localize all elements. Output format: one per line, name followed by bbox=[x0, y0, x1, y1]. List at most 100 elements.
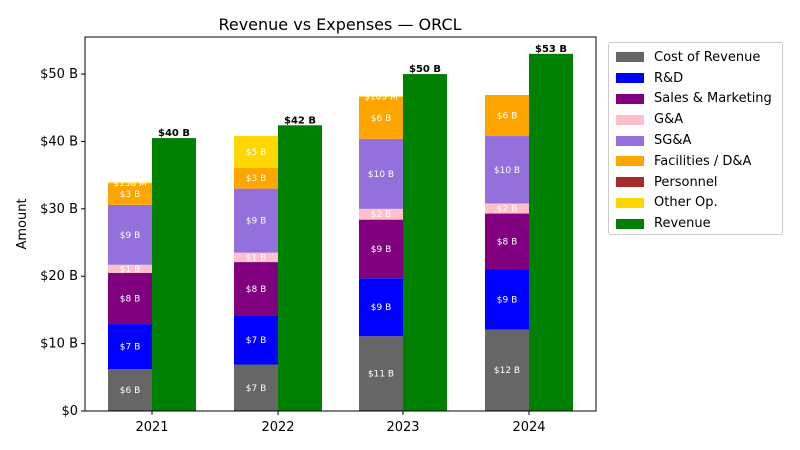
segment-label: $6 B bbox=[120, 386, 141, 396]
bar-segment bbox=[485, 329, 529, 411]
y-tick-label: $10 B bbox=[40, 337, 78, 352]
bar-segment bbox=[359, 336, 403, 411]
bar-segment bbox=[234, 364, 278, 411]
bar-segment bbox=[359, 96, 403, 139]
y-tick-label: $40 B bbox=[40, 134, 78, 149]
segment-label: $10 B bbox=[368, 170, 394, 180]
bar-segment bbox=[485, 213, 529, 270]
bar-segment bbox=[108, 182, 152, 184]
segment-label: $9 B bbox=[246, 217, 267, 227]
segment-label: $8 B bbox=[120, 294, 141, 304]
bar-segment bbox=[359, 96, 403, 97]
bar-segment bbox=[108, 204, 152, 265]
bar-segment bbox=[359, 138, 403, 209]
legend-label: Other Op. bbox=[654, 195, 718, 211]
segment-label: $1 B bbox=[246, 253, 267, 263]
segment-label: $9 B bbox=[371, 303, 392, 313]
bar-segment bbox=[485, 94, 529, 137]
bar-segment bbox=[108, 264, 152, 273]
legend-item: R&D bbox=[616, 68, 782, 89]
bar-segment bbox=[234, 315, 278, 365]
revenue-bar bbox=[403, 74, 447, 412]
revenue-label: $40 B bbox=[158, 128, 190, 139]
legend-swatch bbox=[616, 73, 644, 84]
revenue-bar bbox=[278, 125, 322, 412]
segment-label: $6 B bbox=[497, 112, 518, 122]
segment-label: $8 B bbox=[497, 238, 518, 248]
legend-item: Personnel bbox=[616, 172, 782, 193]
legend-swatch bbox=[616, 52, 644, 63]
bar-segment bbox=[108, 369, 152, 411]
segment-label: $2 B bbox=[371, 210, 392, 220]
bar-segment bbox=[485, 203, 529, 214]
legend-item: Cost of Revenue bbox=[616, 47, 782, 68]
bar-segment bbox=[485, 269, 529, 330]
x-tick-label: 2022 bbox=[261, 420, 294, 435]
legend-item: Revenue bbox=[616, 213, 782, 234]
bar-segment bbox=[485, 136, 529, 204]
bar-segment bbox=[359, 219, 403, 279]
bar-segment bbox=[359, 208, 403, 220]
segment-label: $5 B bbox=[246, 148, 267, 158]
legend-item: SG&A bbox=[616, 130, 782, 151]
legend-label: Facilities / D&A bbox=[654, 153, 752, 169]
bar-segment bbox=[359, 278, 403, 337]
legend-label: Sales & Marketing bbox=[654, 91, 772, 107]
revenue-bar bbox=[529, 53, 573, 411]
x-tick-label: 2024 bbox=[512, 420, 545, 435]
legend-swatch bbox=[616, 197, 644, 208]
revenue-label: $42 B bbox=[284, 115, 316, 126]
y-tick-label: $50 B bbox=[40, 67, 78, 82]
segment-label: $7 B bbox=[246, 384, 267, 394]
segment-label: $12 B bbox=[494, 366, 520, 376]
legend: Cost of Revenue R&D Sales & Marketing G&A SG… bbox=[608, 42, 783, 235]
segment-label: $3 B bbox=[246, 174, 267, 184]
segment-label: $6 B bbox=[371, 114, 392, 124]
segment-label: $9 B bbox=[371, 245, 392, 255]
segment-label: $138 M bbox=[113, 179, 147, 189]
legend-label: Cost of Revenue bbox=[654, 49, 761, 65]
revenue-bar bbox=[152, 138, 196, 411]
legend-swatch bbox=[616, 177, 644, 188]
legend-item: Sales & Marketing bbox=[616, 89, 782, 110]
bar-segment bbox=[108, 324, 152, 370]
legend-swatch bbox=[616, 218, 644, 229]
segment-label: $1 B bbox=[120, 265, 141, 275]
segment-label: $9 B bbox=[120, 231, 141, 241]
bar-segment bbox=[234, 262, 278, 316]
legend-item: Other Op. bbox=[616, 193, 782, 214]
legend-swatch bbox=[616, 114, 644, 125]
y-tick-label: $20 B bbox=[40, 269, 78, 284]
segment-label: $7 B bbox=[120, 343, 141, 353]
legend-swatch bbox=[616, 135, 644, 146]
x-tick-label: 2023 bbox=[386, 420, 419, 435]
bar-segment bbox=[234, 136, 278, 168]
legend-label: R&D bbox=[654, 70, 684, 86]
segment-label: $2 B bbox=[497, 205, 518, 215]
bar-segment bbox=[234, 252, 278, 263]
segment-label: $8 B bbox=[246, 285, 267, 295]
legend-label: SG&A bbox=[654, 133, 692, 149]
bar-segment bbox=[234, 188, 278, 253]
segment-label: $9 B bbox=[497, 295, 518, 305]
legend-swatch bbox=[616, 156, 644, 167]
chart-title: Revenue vs Expenses — ORCL bbox=[218, 15, 461, 34]
y-tick-label: $0 bbox=[61, 404, 78, 419]
segment-label: $3 B bbox=[120, 190, 141, 200]
segment-label: $7 B bbox=[246, 336, 267, 346]
legend-label: G&A bbox=[654, 112, 684, 128]
legend-item: Facilities / D&A bbox=[616, 151, 782, 172]
x-tick-label: 2021 bbox=[135, 420, 168, 435]
y-tick-label: $30 B bbox=[40, 202, 78, 217]
y-axis-label: Amount bbox=[15, 198, 30, 249]
segment-label: $105 M bbox=[364, 93, 398, 103]
bar-segment bbox=[234, 167, 278, 189]
bar-segment bbox=[108, 183, 152, 205]
legend-swatch bbox=[616, 93, 644, 104]
bar-segment bbox=[108, 272, 152, 325]
segment-label: $10 B bbox=[494, 166, 520, 176]
revenue-label: $53 B bbox=[535, 44, 567, 55]
legend-label: Personnel bbox=[654, 174, 718, 190]
revenue-label: $50 B bbox=[409, 64, 441, 75]
